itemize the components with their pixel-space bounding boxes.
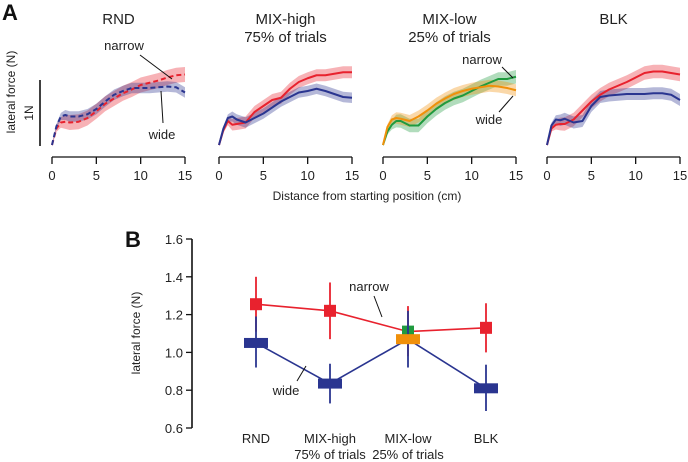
- x-tick-label: 0: [543, 168, 550, 183]
- subplot-subtitle: 25% of trials: [408, 29, 491, 46]
- y-tick-label: 1.4: [165, 270, 183, 285]
- x-tick-label: 0: [215, 168, 222, 183]
- line-narrow: [382, 75, 517, 146]
- wide-label: wide: [475, 112, 503, 127]
- series-wide: [244, 310, 498, 411]
- scale-bar-label: 1N: [22, 105, 36, 120]
- subplot-title: BLK: [599, 11, 627, 28]
- subplot-title: MIX-low: [422, 11, 476, 28]
- marker-narrow: [324, 304, 336, 317]
- x-tick-label: 0: [48, 168, 55, 183]
- subplot-title: MIX-high: [255, 11, 315, 28]
- y-tick-label: 0.6: [165, 421, 183, 436]
- line-narrow: [51, 73, 186, 146]
- line-wide: [382, 84, 517, 146]
- x-tick-label: 10: [133, 168, 147, 183]
- panel-b-narrow-pointer: [373, 295, 383, 318]
- y-tick-label: 1.0: [165, 345, 183, 360]
- x-tick-label: 15: [509, 168, 523, 183]
- panel-b-ylabel: lateral force (N): [129, 292, 143, 375]
- x-tick-label: 0: [379, 168, 386, 183]
- wide-pointer: [160, 90, 164, 124]
- panel-b-wide-label: wide: [272, 383, 300, 398]
- x-category-sublabel: 75% of trials: [294, 447, 366, 462]
- marker-wide: [396, 334, 420, 345]
- narrow-pointer: [139, 54, 173, 80]
- y-tick-label: 0.8: [165, 383, 183, 398]
- band-narrow: [383, 70, 516, 147]
- x-tick-label: 5: [588, 168, 595, 183]
- line-wide: [546, 92, 681, 146]
- marker-narrow: [250, 298, 262, 311]
- panel-a-letter: A: [2, 0, 18, 25]
- panel-a-xlabel: Distance from starting position (cm): [273, 189, 462, 203]
- x-category-label: MIX-high: [304, 431, 356, 446]
- marker-wide: [244, 337, 268, 348]
- x-tick-label: 15: [178, 168, 192, 183]
- narrow-label: narrow: [462, 52, 502, 67]
- y-tick-label: 1.2: [165, 308, 183, 323]
- x-tick-label: 10: [300, 168, 314, 183]
- marker-wide: [318, 378, 342, 389]
- connect-line-narrow: [255, 303, 487, 333]
- panel-b-narrow-label: narrow: [349, 279, 389, 294]
- marker-wide: [474, 383, 498, 394]
- wide-pointer: [498, 95, 514, 113]
- wide-label: wide: [148, 127, 176, 142]
- line-wide: [51, 85, 186, 146]
- subplot-subtitle: 75% of trials: [244, 29, 327, 46]
- x-category-label: RND: [242, 431, 270, 446]
- x-category-label: MIX-low: [385, 431, 433, 446]
- x-tick-label: 15: [673, 168, 687, 183]
- band-wide: [219, 83, 352, 147]
- panel-b-letter: B: [125, 227, 141, 252]
- panel-a-ylabel: lateral force (N): [4, 51, 18, 134]
- x-tick-label: 5: [260, 168, 267, 183]
- x-tick-label: 10: [628, 168, 642, 183]
- x-category-label: BLK: [474, 431, 499, 446]
- subplot-blk: BLK 0 5 10 15: [543, 11, 687, 183]
- band-narrow: [547, 64, 680, 147]
- band-wide: [52, 81, 185, 147]
- y-tick-label: 1.6: [165, 232, 183, 247]
- subplot-rnd: RND 0 5 10 15 narrow wide: [48, 11, 192, 183]
- x-tick-label: 5: [424, 168, 431, 183]
- x-tick-label: 10: [464, 168, 478, 183]
- narrow-pointer: [501, 66, 514, 79]
- x-category-sublabel: 25% of trials: [372, 447, 444, 462]
- marker-narrow: [480, 321, 492, 334]
- band-narrow: [219, 66, 352, 147]
- x-tick-label: 5: [93, 168, 100, 183]
- line-narrow: [218, 71, 352, 146]
- line-narrow: [546, 70, 681, 146]
- narrow-label: narrow: [104, 38, 144, 53]
- connect-line-wide: [255, 338, 487, 389]
- line-wide: [218, 87, 353, 146]
- x-tick-label: 15: [345, 168, 359, 183]
- subplot-title: RND: [102, 11, 135, 28]
- panel-b-wide-pointer: [296, 365, 307, 382]
